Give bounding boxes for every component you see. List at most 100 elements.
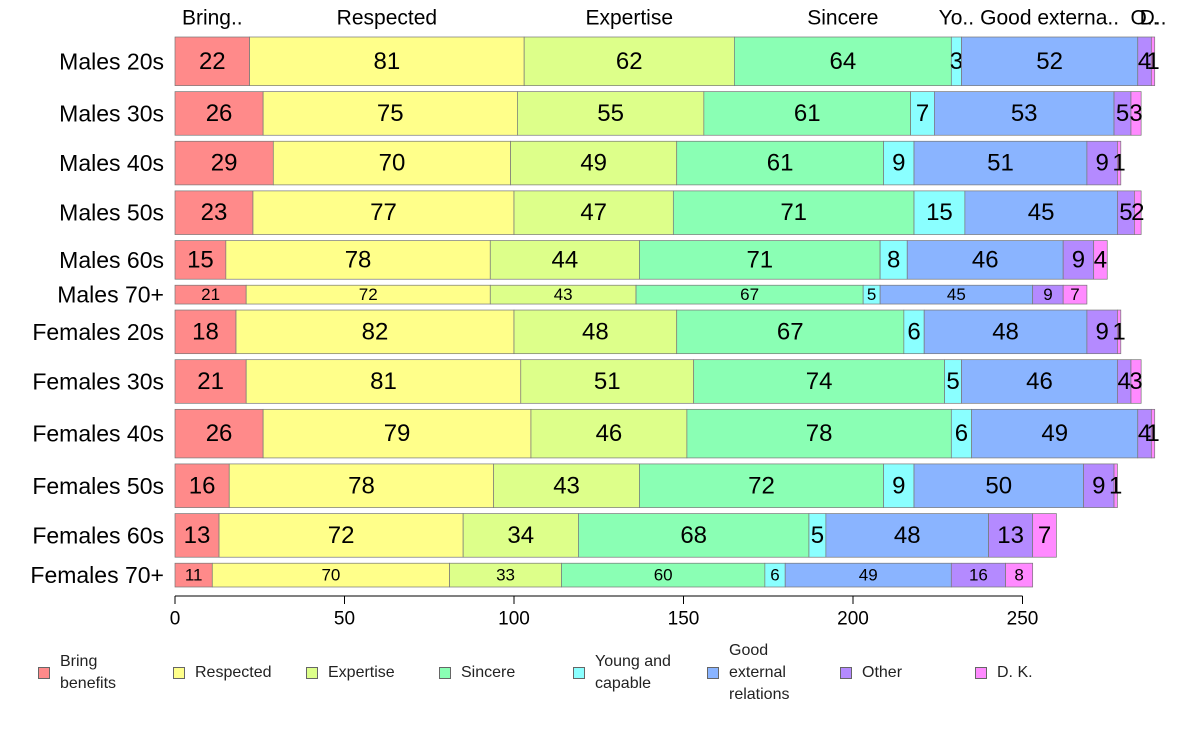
segment-header-label: D.. — [1140, 7, 1167, 30]
bar-segment — [1150, 36, 1156, 86]
bar-segment — [235, 309, 515, 355]
bar-segment — [1005, 562, 1034, 588]
bar-segment — [272, 140, 511, 186]
category-label: Males 30s — [59, 100, 164, 126]
bar-segment — [530, 408, 688, 459]
bar-segment — [988, 513, 1034, 558]
legend-label: Sincere — [461, 664, 516, 681]
bar-segment — [693, 359, 945, 404]
legend-swatch — [573, 667, 585, 679]
data-label: 4 — [1118, 368, 1131, 395]
bar-segment — [883, 463, 915, 508]
x-tick-label: 250 — [1007, 609, 1039, 630]
bar-segment — [639, 240, 881, 280]
data-label: 51 — [987, 150, 1014, 177]
data-label: 43 — [553, 472, 580, 499]
bar-segment — [174, 463, 230, 508]
bar-segment — [1130, 91, 1142, 136]
data-label: 2 — [1131, 199, 1144, 226]
data-label: 1 — [1112, 318, 1125, 345]
legend-item: Bring benefits — [38, 640, 116, 706]
data-label: 6 — [907, 318, 920, 345]
data-label: 5 — [1119, 199, 1132, 226]
bar-segment — [174, 513, 220, 558]
data-label: 46 — [1026, 368, 1053, 395]
data-label: 5 — [946, 368, 959, 395]
bar-segment — [913, 140, 1088, 186]
segment-header-label: Expertise — [585, 7, 673, 30]
segment-header-label: O.. — [1131, 7, 1159, 30]
bar-segment — [1062, 240, 1095, 280]
data-label: 9 — [1095, 318, 1108, 345]
data-label: 29 — [211, 150, 238, 177]
bar-segment — [1117, 140, 1122, 186]
bar-segment — [174, 91, 264, 136]
segment-header-label: Respected — [337, 7, 437, 30]
bar-segment — [1086, 309, 1118, 355]
data-label: 26 — [206, 100, 233, 127]
legend-label: D. K. — [997, 664, 1033, 681]
data-label: 50 — [985, 472, 1012, 499]
x-tick-label: 150 — [668, 609, 700, 630]
data-label: 61 — [767, 150, 794, 177]
x-tick-label: 0 — [170, 609, 181, 630]
category-labels: Males 20s Males 30s Males 40s Males 50s Male… — [30, 48, 164, 588]
data-label: 33 — [496, 566, 515, 585]
data-label: 72 — [328, 522, 355, 549]
category-label: Males 60s — [59, 247, 164, 273]
data-label: 8 — [887, 246, 900, 273]
bar-segment — [672, 190, 915, 235]
data-label: 23 — [201, 199, 228, 226]
data-label: 48 — [894, 522, 921, 549]
legend-swatch — [306, 667, 318, 679]
data-label: 78 — [345, 246, 372, 273]
category-label: Females 20s — [32, 319, 164, 345]
data-label: 61 — [794, 100, 821, 127]
x-tick-label: 50 — [334, 609, 355, 630]
data-label: 1 — [1146, 48, 1159, 75]
bar-segment — [961, 36, 1139, 86]
legend-item: Sincere — [439, 640, 515, 706]
data-label: 71 — [780, 199, 807, 226]
legend-swatch — [173, 667, 185, 679]
data-label: 64 — [829, 48, 856, 75]
bar-segment — [523, 36, 735, 86]
data-label: 34 — [507, 522, 534, 549]
data-label: 7 — [1038, 522, 1051, 549]
category-label: Males 50s — [59, 200, 164, 226]
bar-segment — [913, 463, 1084, 508]
bar-segment — [1117, 309, 1122, 355]
data-label: 75 — [377, 100, 404, 127]
legend-swatch — [38, 667, 50, 679]
x-axis: 0 50 100 150 200 250 — [170, 595, 1039, 630]
bar-segment — [676, 140, 884, 186]
data-label: 13 — [997, 522, 1024, 549]
category-label: Males 70+ — [57, 282, 164, 308]
data-label: 4 — [1138, 420, 1151, 447]
category-label: Females 30s — [32, 369, 164, 395]
bar-segment — [578, 513, 810, 558]
category-label: Males 20s — [59, 48, 164, 74]
legend-item: Expertise — [306, 640, 395, 706]
data-label: 22 — [199, 48, 226, 75]
data-label: 81 — [374, 48, 401, 75]
data-label: 1 — [1146, 420, 1159, 447]
data-label: 9 — [1072, 246, 1085, 273]
bar-segment — [1093, 240, 1108, 280]
data-label: 7 — [1070, 285, 1079, 304]
data-label: 48 — [582, 318, 609, 345]
data-label: 71 — [746, 246, 773, 273]
bar-segment — [174, 190, 254, 235]
x-tick-label: 100 — [498, 609, 530, 630]
data-label: 67 — [740, 285, 759, 304]
bar-segment — [923, 309, 1088, 355]
segment-header-label: Good externa.. — [980, 7, 1119, 30]
data-label: 5 — [1116, 100, 1129, 127]
bar-segment — [174, 140, 274, 186]
bar-segment — [1130, 359, 1142, 404]
data-label: 72 — [359, 285, 378, 304]
data-label: 46 — [596, 420, 623, 447]
data-label: 49 — [1041, 420, 1068, 447]
legend-label: Good external relations — [729, 642, 790, 703]
bar-segment — [249, 36, 525, 86]
